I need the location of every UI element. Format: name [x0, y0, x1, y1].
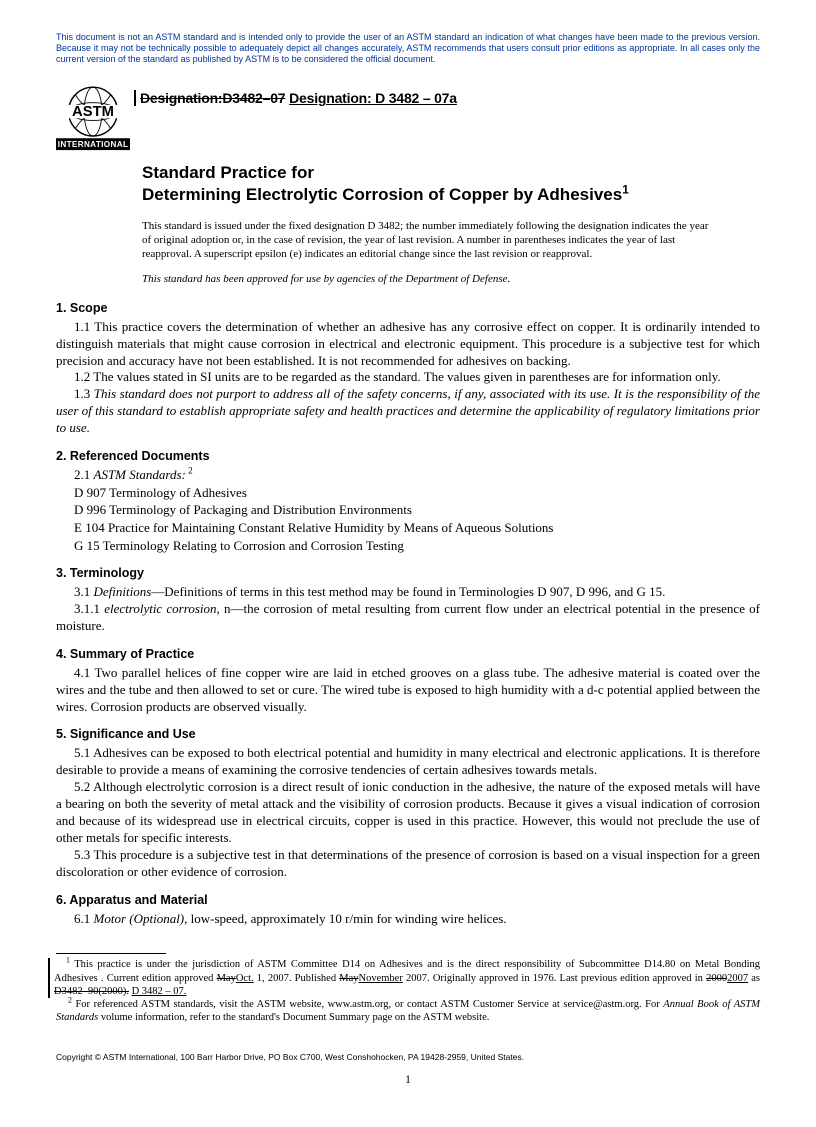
para-2-1: 2.1 ASTM Standards: 2: [56, 467, 760, 484]
para-3-1-1: 3.1.1 electrolytic corrosion, n—the corr…: [56, 601, 760, 635]
section-5-heading: 5. Significance and Use: [56, 727, 760, 741]
ref-d996: D 996 Terminology of Packaging and Distr…: [56, 501, 760, 519]
designation-new: Designation: D 3482 – 07a: [289, 90, 457, 106]
para-5-2: 5.2 Although electrolytic corrosion is a…: [56, 779, 760, 847]
top-disclaimer-notice: This document is not an ASTM standard an…: [56, 32, 760, 64]
standard-title: Standard Practice for Determining Electr…: [142, 162, 760, 205]
astm-logo: ASTM INTERNATIONAL: [56, 82, 130, 156]
title-line-1: Standard Practice for: [142, 163, 314, 182]
para-1-1: 1.1 This practice covers the determinati…: [56, 319, 760, 370]
para-5-1: 5.1 Adhesives can be exposed to both ele…: [56, 745, 760, 779]
copyright-line: Copyright © ASTM International, 100 Barr…: [56, 1052, 760, 1062]
document-page: This document is not an ASTM standard an…: [0, 0, 816, 1127]
page-number: 1: [56, 1072, 760, 1087]
issuance-note: This standard is issued under the fixed …: [142, 219, 720, 262]
section-1-heading: 1. Scope: [56, 301, 760, 315]
footnote-1: 1 This practice is under the jurisdictio…: [54, 958, 760, 997]
header-row: ASTM INTERNATIONAL Designation:D3482–07 …: [56, 82, 760, 156]
para-1-3: 1.3 1.3 This standard does not purport t…: [56, 386, 760, 437]
para-6-1: 6.1 Motor (Optional), low-speed, approxi…: [56, 911, 760, 928]
title-footnote-ref: 1: [622, 182, 629, 196]
svg-text:INTERNATIONAL: INTERNATIONAL: [58, 141, 129, 150]
section-4-heading: 4. Summary of Practice: [56, 647, 760, 661]
section-2-heading: 2. Referenced Documents: [56, 449, 760, 463]
ref-d907: D 907 Terminology of Adhesives: [56, 484, 760, 502]
para-1-2: 1.2 The values stated in SI units are to…: [56, 369, 760, 386]
section-6-heading: 6. Apparatus and Material: [56, 893, 760, 907]
footnote-1-changebar: 1 This practice is under the jurisdictio…: [48, 958, 760, 997]
svg-text:ASTM: ASTM: [72, 104, 114, 120]
ref-e104: E 104 Practice for Maintaining Constant …: [56, 519, 760, 537]
referenced-standards-list: D 907 Terminology of Adhesives D 996 Ter…: [56, 484, 760, 554]
para-3-1: 3.1 Definitions—Definitions of terms in …: [56, 584, 760, 601]
section-3-heading: 3. Terminology: [56, 566, 760, 580]
para-4-1: 4.1 Two parallel helices of fine copper …: [56, 665, 760, 716]
title-line-2: Determining Electrolytic Corrosion of Co…: [142, 185, 622, 204]
designation-line: Designation:D3482–07 Designation: D 3482…: [134, 90, 457, 106]
para-5-3: 5.3 This procedure is a subjective test …: [56, 847, 760, 881]
footnote-rule: [56, 953, 166, 954]
footnote-2: 2 For referenced ASTM standards, visit t…: [56, 998, 760, 1024]
ref-g15: G 15 Terminology Relating to Corrosion a…: [56, 537, 760, 555]
designation-old: Designation:D3482–07: [140, 90, 285, 106]
title-block: Standard Practice for Determining Electr…: [142, 162, 760, 284]
dod-approval-note: This standard has been approved for use …: [142, 273, 760, 285]
